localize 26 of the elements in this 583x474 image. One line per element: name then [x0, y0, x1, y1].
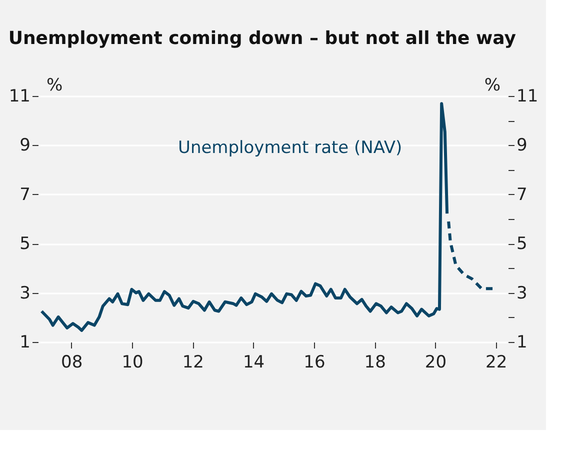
line-series — [447, 220, 494, 290]
y2-tick-label: 11 — [516, 86, 538, 106]
y-tick-label: 9 — [20, 136, 30, 156]
x-tick-label: 08 — [61, 352, 83, 372]
y-tick-label: 5 — [20, 234, 30, 254]
x-tick-label: 10 — [122, 352, 144, 372]
chart-title: Unemployment coming down – but not all the way — [8, 28, 516, 49]
y2-tick-label: 5 — [516, 234, 528, 254]
x-tick-label: 18 — [364, 352, 386, 372]
y2-tick-label: 1 — [516, 332, 528, 352]
x-tick-label: 20 — [424, 352, 447, 372]
line-series — [40, 102, 449, 332]
x-tick-label: 16 — [304, 352, 326, 372]
y-tick-label: 7 — [20, 184, 30, 205]
y-tick-label: 3 — [20, 283, 30, 304]
y2-tick-label: 7 — [516, 184, 528, 205]
y-tick-label: 11 — [8, 86, 30, 106]
x-tick-label: 14 — [242, 352, 265, 372]
y-tick-label: 1 — [20, 332, 30, 352]
y2-axis-title: % — [484, 76, 500, 96]
text: Unemployment rate (NAV) — [178, 138, 402, 158]
y-axis-title: % — [46, 76, 63, 96]
x-tick-label: 12 — [182, 352, 204, 372]
x-tick-label: 22 — [486, 352, 508, 372]
y2-tick-label: 9 — [516, 136, 528, 156]
y2-tick-label: 3 — [516, 283, 528, 304]
